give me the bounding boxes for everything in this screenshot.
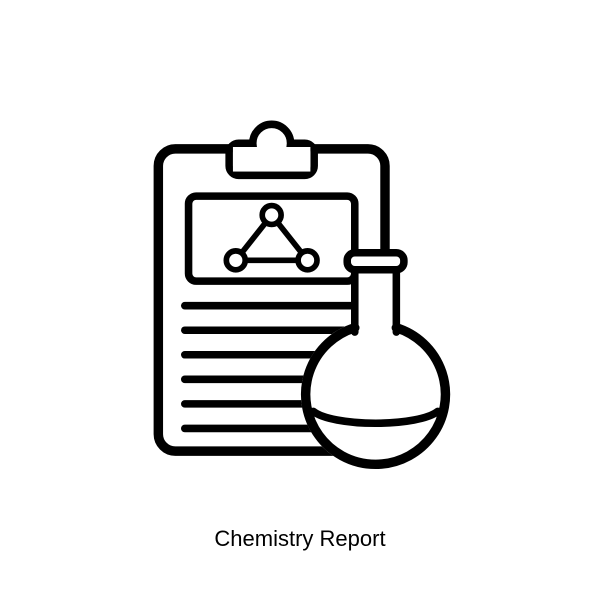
figure-container: Chemistry Report	[0, 0, 600, 600]
chemistry-report-icon	[130, 110, 470, 490]
icon-caption: Chemistry Report	[0, 526, 600, 552]
